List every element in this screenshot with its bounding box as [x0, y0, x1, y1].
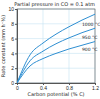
series-label: 1000 °C: [82, 22, 100, 27]
tick-mark: [15, 83, 17, 84]
series-labels: 1000 °C 950 °C 900 °C: [82, 22, 100, 52]
tick: 0: [16, 83, 19, 91]
series-label: 900 °C: [82, 47, 97, 52]
axis-line: [18, 84, 96, 86]
tick: 10: [8, 6, 17, 12]
tick: 0.8: [66, 83, 73, 91]
title: Partial pressure in CO = 0.1 atm: [14, 1, 95, 8]
tick-label: 2: [11, 65, 14, 71]
tick: 4: [11, 51, 17, 57]
tick-label: 0: [11, 80, 14, 86]
x-axis-title: Carbon potential (% C): [27, 91, 84, 98]
tick-label: 10: [8, 6, 14, 12]
tick-label: 8: [11, 21, 14, 27]
tick-mark: [15, 68, 17, 69]
tick-mark: [15, 24, 17, 25]
tick-mark: [15, 39, 17, 40]
tick-label: 0: [16, 85, 19, 91]
tick: 8: [11, 21, 17, 27]
tick-mark: [15, 53, 17, 54]
series-label: 950 °C: [82, 35, 97, 40]
tick-label: 0.4: [40, 85, 47, 91]
tick: 0.4: [40, 83, 47, 91]
grid-line: [43, 9, 44, 83]
tick-label: 4: [11, 51, 14, 57]
tick: 0: [11, 80, 17, 86]
plot-frame: [17, 9, 95, 83]
grid: [17, 9, 95, 83]
tick: 2: [11, 65, 17, 71]
tick: 1.2: [92, 83, 99, 91]
tick: 6: [11, 36, 17, 42]
x-axis: 0 0.4 0.8 1.2: [16, 83, 99, 91]
grid-line: [69, 9, 70, 83]
y-axis: 0 2 4 6 8 10: [8, 6, 17, 86]
y-axis-title: Rate constant (mm h⁻½): [0, 15, 6, 77]
tick-label: 0.8: [66, 85, 73, 91]
chart: 0 0.4 0.8 1.2 0 2 4 6 8 10 1000 °C 950 °C 900 °C Part…: [0, 0, 100, 99]
tick-mark: [15, 9, 17, 10]
axis-line: [15, 10, 18, 84]
tick-label: 1.2: [92, 85, 99, 91]
tick-label: 6: [11, 36, 14, 42]
